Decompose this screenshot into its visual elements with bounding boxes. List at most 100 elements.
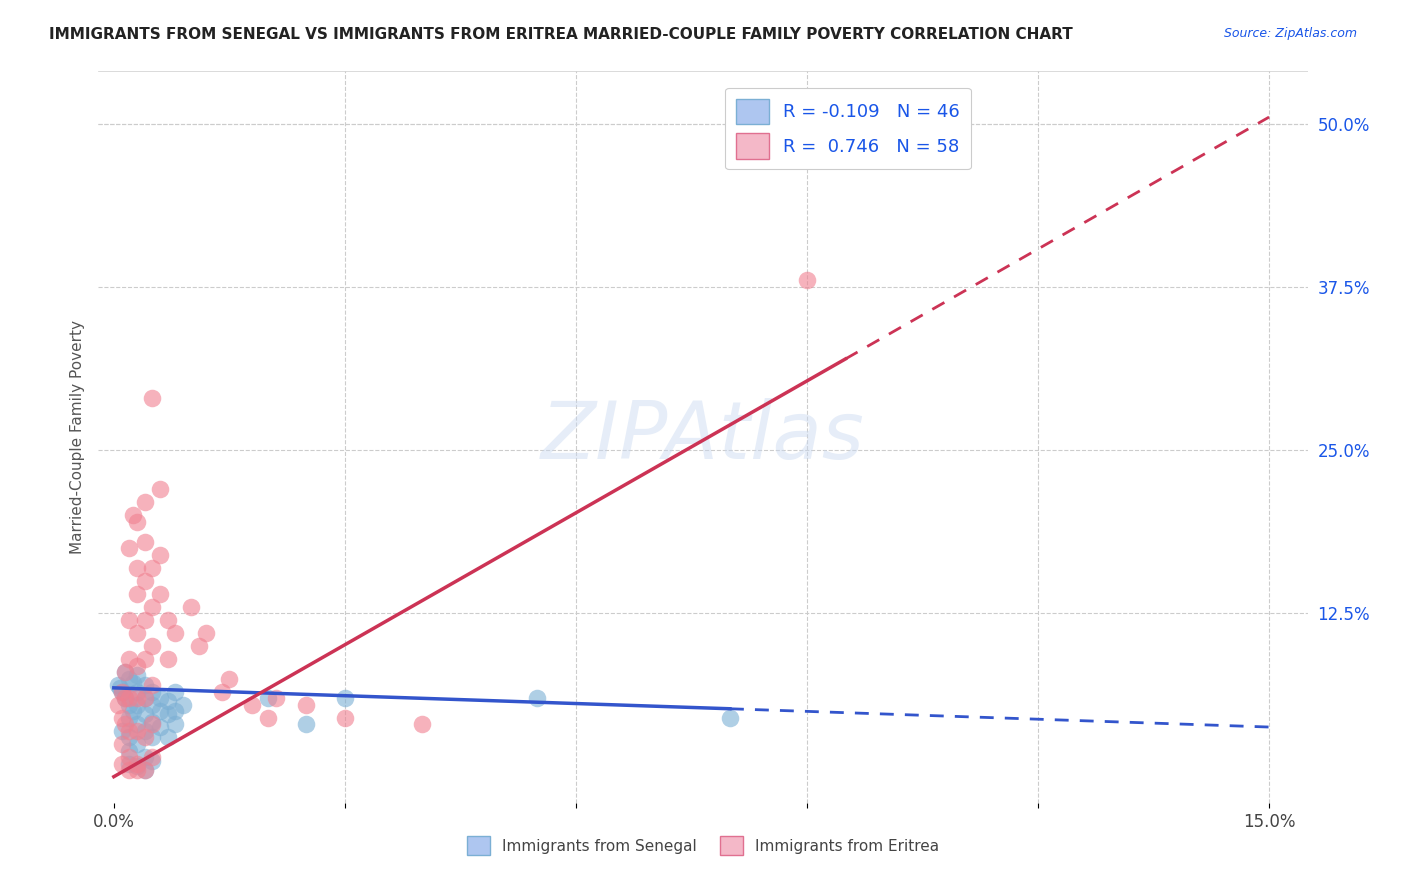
Point: [718, 711, 741, 725]
Point: [134, 652, 156, 666]
Point: [134, 574, 156, 588]
Point: [110, 685, 132, 699]
Y-axis label: Married-Couple Family Poverty: Married-Couple Family Poverty: [69, 320, 84, 554]
Point: [114, 691, 136, 706]
Point: [141, 717, 163, 731]
Text: Source: ZipAtlas.com: Source: ZipAtlas.com: [1223, 27, 1357, 40]
Point: [110, 737, 132, 751]
Point: [134, 750, 156, 764]
Point: [118, 756, 141, 771]
Point: [141, 391, 163, 405]
Point: [114, 717, 136, 731]
Point: [125, 691, 148, 706]
Point: [141, 698, 163, 712]
Point: [122, 508, 145, 523]
Point: [125, 560, 148, 574]
Point: [134, 763, 156, 777]
Point: [125, 737, 148, 751]
Point: [118, 613, 141, 627]
Point: [156, 731, 179, 745]
Point: [125, 626, 148, 640]
Point: [242, 698, 264, 712]
Point: [114, 665, 136, 680]
Point: [118, 672, 141, 686]
Point: [165, 626, 187, 640]
Point: [125, 515, 148, 529]
Point: [134, 763, 156, 777]
Point: [125, 723, 148, 738]
Point: [156, 706, 179, 721]
Point: [149, 483, 172, 497]
Point: [108, 681, 131, 695]
Point: [180, 599, 202, 614]
Point: [118, 541, 141, 555]
Point: [295, 698, 318, 712]
Point: [118, 691, 141, 706]
Point: [141, 714, 163, 729]
Point: [118, 743, 141, 757]
Point: [110, 711, 132, 725]
Point: [218, 672, 240, 686]
Point: [122, 705, 145, 719]
Point: [107, 698, 129, 712]
Point: [134, 678, 156, 692]
Point: [110, 756, 132, 771]
Legend: Immigrants from Senegal, Immigrants from Eritrea: Immigrants from Senegal, Immigrants from…: [461, 830, 945, 861]
Point: [411, 717, 433, 731]
Point: [141, 731, 163, 745]
Point: [114, 665, 136, 680]
Point: [141, 685, 163, 699]
Point: [118, 711, 141, 725]
Point: [141, 599, 163, 614]
Point: [333, 691, 356, 706]
Point: [134, 495, 156, 509]
Point: [149, 587, 172, 601]
Point: [264, 691, 287, 706]
Point: [526, 691, 548, 706]
Point: [134, 723, 156, 738]
Point: [122, 675, 145, 690]
Point: [141, 750, 163, 764]
Point: [149, 720, 172, 734]
Point: [149, 705, 172, 719]
Point: [118, 698, 141, 712]
Point: [134, 534, 156, 549]
Point: [118, 723, 141, 738]
Point: [257, 711, 280, 725]
Point: [125, 685, 148, 699]
Point: [796, 273, 818, 287]
Point: [141, 754, 163, 768]
Point: [141, 678, 163, 692]
Point: [134, 731, 156, 745]
Point: [333, 711, 356, 725]
Point: [118, 763, 141, 777]
Point: [125, 667, 148, 682]
Point: [141, 560, 163, 574]
Point: [134, 613, 156, 627]
Point: [172, 698, 194, 712]
Point: [295, 717, 318, 731]
Point: [125, 717, 148, 731]
Point: [165, 705, 187, 719]
Point: [125, 759, 148, 773]
Point: [149, 691, 172, 706]
Point: [195, 626, 218, 640]
Point: [107, 678, 129, 692]
Text: IMMIGRANTS FROM SENEGAL VS IMMIGRANTS FROM ERITREA MARRIED-COUPLE FAMILY POVERTY: IMMIGRANTS FROM SENEGAL VS IMMIGRANTS FR…: [49, 27, 1073, 42]
Point: [257, 691, 280, 706]
Point: [156, 652, 179, 666]
Point: [125, 698, 148, 712]
Point: [187, 639, 209, 653]
Point: [165, 685, 187, 699]
Point: [134, 691, 156, 706]
Point: [156, 694, 179, 708]
Point: [118, 731, 141, 745]
Point: [156, 613, 179, 627]
Point: [149, 548, 172, 562]
Point: [141, 639, 163, 653]
Point: [125, 587, 148, 601]
Point: [110, 723, 132, 738]
Point: [118, 750, 141, 764]
Point: [114, 691, 136, 706]
Point: [165, 717, 187, 731]
